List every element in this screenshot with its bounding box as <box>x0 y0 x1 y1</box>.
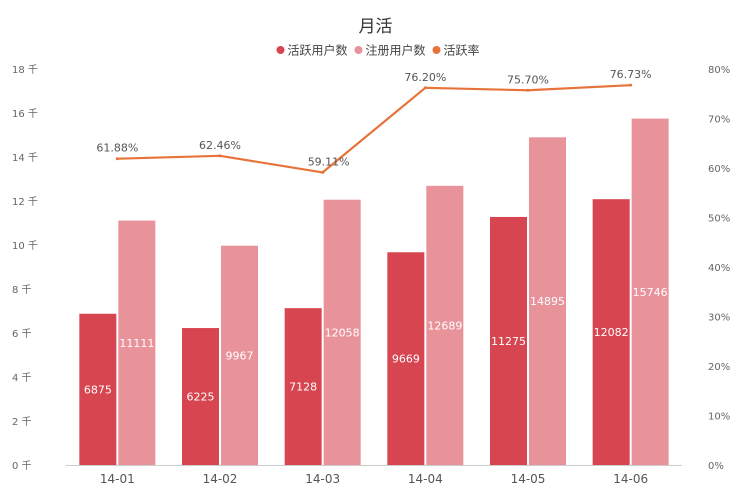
rate-point <box>115 157 119 161</box>
bar-active <box>387 252 425 465</box>
bar-data-label: 15746 <box>633 286 668 299</box>
y-right-tick-label: 10% <box>708 412 730 423</box>
bar-data-label: 7128 <box>289 381 317 394</box>
y-right-tick-label: 0% <box>708 461 724 472</box>
y-right-tick-label: 40% <box>708 263 730 274</box>
bar-data-label: 9669 <box>392 353 420 366</box>
rate-data-label: 59.11% <box>308 155 350 168</box>
rate-data-label: 61.88% <box>96 142 138 155</box>
x-tick-label: 14-05 <box>511 472 546 486</box>
bar-registered <box>631 118 669 465</box>
y-right-tick-label: 50% <box>708 214 730 225</box>
bar-data-label: 6875 <box>84 383 112 396</box>
x-tick-label: 14-06 <box>613 472 648 486</box>
y-left-tick-label: 6 千 <box>12 328 32 340</box>
legend-label: 注册用户数 <box>366 43 426 58</box>
bar-data-label: 11275 <box>491 335 526 348</box>
legend-label: 活跃率 <box>444 43 480 58</box>
y-left-tick-label: 10 千 <box>12 240 38 252</box>
y-right-tick-label: 30% <box>708 313 730 324</box>
line-labels: 61.88% 62.46% 59.11% 76.20% 75.70% 76.73% <box>96 68 651 168</box>
bar-data-label: 11111 <box>119 337 154 350</box>
bar-data-label: 14895 <box>530 295 565 308</box>
rate-data-label: 62.46% <box>199 139 241 152</box>
rate-point <box>218 154 222 158</box>
y-left-tick-label: 14 千 <box>12 152 38 164</box>
bar-active <box>592 199 630 466</box>
rate-data-label: 76.20% <box>404 71 446 84</box>
bars <box>79 118 669 466</box>
bar-data-label: 9967 <box>226 349 254 362</box>
rate-line <box>115 83 633 174</box>
x-tick-label: 14-01 <box>100 472 135 486</box>
legend-marker <box>432 46 441 54</box>
bar-registered <box>323 199 361 465</box>
x-tick-label: 14-02 <box>203 472 238 486</box>
bar-registered <box>118 220 156 465</box>
bar-labels: 6875 6225 7128 9669 11275 12082 11111 9967 12058… <box>84 286 668 404</box>
bar-data-label: 12082 <box>594 326 629 339</box>
y-right-tick-label: 20% <box>708 362 730 373</box>
rate-point <box>526 88 530 92</box>
bar-active <box>490 216 527 465</box>
y-right-tick-label: 60% <box>708 164 730 175</box>
y-left-tick-label: 16 千 <box>12 108 38 120</box>
y-left-tick-label: 12 千 <box>12 196 38 208</box>
axes: 0 千 2 千 4 千 6 千 8 千 10 千 12 千 14 千 16 千 18 千 0% 10%… <box>12 64 730 486</box>
x-tick-label: 14-04 <box>408 472 443 486</box>
rate-data-label: 75.70% <box>507 73 549 86</box>
bar-data-label: 12689 <box>427 319 462 332</box>
y-right-tick-label: 80% <box>708 65 730 76</box>
bar-registered <box>426 185 464 466</box>
y-right-tick-label: 70% <box>708 115 730 126</box>
rate-point <box>629 83 633 87</box>
legend-marker <box>276 46 285 54</box>
bar-active <box>182 328 219 465</box>
chart-title: 月活 <box>359 17 393 37</box>
y-left-tick-label: 2 千 <box>12 416 32 428</box>
rate-point <box>321 170 325 174</box>
rate-data-label: 76.73% <box>610 68 652 81</box>
legend: 活跃用户数 注册用户数 活跃率 <box>276 43 480 58</box>
x-tick-label: 14-03 <box>305 472 340 486</box>
bar-registered <box>221 245 258 465</box>
bar-data-label: 12058 <box>325 326 360 339</box>
y-left-tick-label: 4 千 <box>12 372 32 384</box>
rate-line-path <box>117 84 631 174</box>
rate-point <box>423 86 427 90</box>
legend-marker <box>354 46 363 54</box>
bar-active <box>284 308 322 465</box>
bar-data-label: 6225 <box>187 391 215 404</box>
y-left-tick-label: 8 千 <box>12 284 32 296</box>
y-left-tick-label: 18 千 <box>12 64 38 76</box>
bar-active <box>79 313 117 465</box>
bar-registered <box>529 137 566 465</box>
legend-label: 活跃用户数 <box>288 43 348 58</box>
y-left-tick-label: 0 千 <box>12 460 32 472</box>
